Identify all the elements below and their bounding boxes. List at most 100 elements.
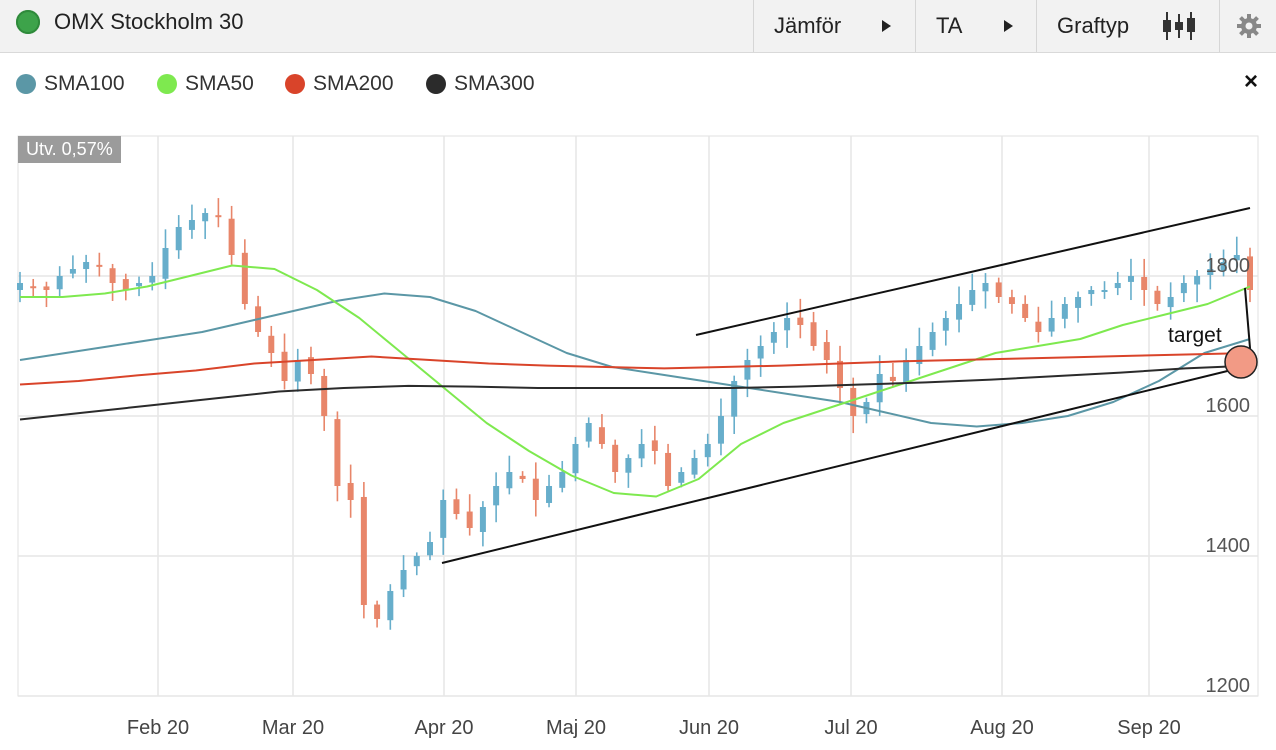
x-tick-label: Feb 20 — [127, 717, 189, 739]
compare-button[interactable]: Jämför — [753, 0, 915, 52]
candle-body — [1035, 321, 1042, 332]
candle-body — [347, 482, 354, 500]
candle-body — [757, 346, 764, 359]
candle-body — [942, 318, 949, 331]
candle-body — [969, 290, 976, 305]
candle-body — [625, 458, 632, 473]
candle-body — [837, 360, 843, 388]
x-tick-label: Maj 20 — [546, 717, 606, 739]
candlestick-icon — [1163, 12, 1195, 40]
candle-body — [1247, 256, 1253, 290]
candle-body — [598, 427, 605, 444]
legend-item-sma300[interactable]: SMA300 — [426, 72, 535, 96]
candlesticks — [17, 198, 1253, 630]
candle-body — [1154, 290, 1161, 304]
candle-body — [1114, 283, 1121, 289]
ta-button[interactable]: TA — [915, 0, 1036, 52]
candle-body — [188, 220, 195, 230]
candle-body — [17, 283, 23, 290]
candle-body — [982, 283, 989, 292]
chart-type-button[interactable]: Graftyp — [1036, 0, 1219, 52]
candle-body — [162, 248, 169, 279]
upper-trend-line — [695, 207, 1251, 336]
x-tick-label: Sep 20 — [1117, 717, 1180, 739]
toolbar: OMX Stockholm 30 Jämför TA Graftyp — [0, 0, 1276, 53]
candle-body — [1061, 304, 1068, 319]
x-axis-labels: Feb 20 Mar 20 Apr 20 Maj 20 Jun 20 Jul 20 Aug … — [127, 717, 1181, 739]
candle-body — [1167, 297, 1174, 308]
candle-body — [903, 360, 910, 384]
candle-body — [850, 387, 857, 416]
candle-body — [268, 335, 275, 353]
change-badge: Utv. 0,57% — [18, 136, 121, 163]
candle-body — [929, 332, 936, 350]
target-annotation: target — [1168, 324, 1222, 347]
moving-averages — [19, 264, 1251, 498]
candle-body — [665, 452, 672, 486]
candle-body — [56, 276, 63, 290]
candle-body — [810, 322, 817, 346]
chart-type-label: Graftyp — [1057, 13, 1130, 38]
ta-label: TA — [936, 13, 963, 38]
candle-body — [493, 486, 500, 506]
legend-item-sma100[interactable]: SMA100 — [16, 72, 125, 96]
candle-body — [136, 283, 143, 287]
y-tick-label: 1400 — [1206, 535, 1251, 557]
candle-body — [281, 351, 288, 381]
candle-body — [413, 556, 420, 567]
candle-body — [678, 472, 685, 483]
candle-body — [1180, 283, 1187, 294]
play-right-icon — [1004, 20, 1013, 32]
sma-line-sma200 — [19, 352, 1251, 386]
candle-body — [519, 475, 526, 479]
candle-body — [651, 440, 658, 451]
candle-body — [30, 286, 37, 289]
candle-body — [1101, 290, 1108, 292]
candle-body — [784, 318, 791, 331]
candle-body — [1075, 297, 1082, 308]
candle-body — [109, 268, 116, 283]
candle-body — [387, 591, 394, 621]
legend-item-sma50[interactable]: SMA50 — [157, 72, 254, 96]
instrument-title: OMX Stockholm 30 — [54, 9, 244, 34]
legend-label: SMA50 — [185, 72, 254, 95]
candle-body — [532, 478, 539, 500]
x-tick-label: Jun 20 — [679, 717, 739, 739]
x-tick-label: Mar 20 — [262, 717, 324, 739]
candle-body — [43, 286, 50, 290]
status-indicator — [16, 10, 40, 34]
candle-body — [956, 304, 963, 320]
candle-body — [704, 444, 711, 458]
trend-lines — [441, 207, 1258, 564]
candle-body — [889, 376, 896, 381]
close-icon[interactable]: × — [1243, 68, 1258, 95]
candle-body — [307, 357, 314, 374]
candle-body — [453, 499, 460, 514]
candle-body — [83, 262, 90, 270]
candle-body — [717, 416, 724, 444]
target-marker — [1224, 345, 1258, 379]
legend-label: SMA100 — [44, 72, 125, 95]
price-chart[interactable]: target 1200 1400 1600 1800 Feb 20 Mar 20 Apr … — [0, 120, 1276, 750]
settings-button[interactable] — [1219, 0, 1276, 52]
candle-body — [770, 332, 777, 343]
y-tick-label: 1200 — [1206, 675, 1251, 697]
chart-grid — [17, 135, 1259, 697]
legend-item-sma200[interactable]: SMA200 — [285, 72, 394, 96]
candle-body — [175, 227, 182, 251]
candle-body — [876, 374, 883, 403]
indicator-legend: SMA100 SMA50 SMA200 SMA300 — [0, 53, 1276, 115]
candle-body — [797, 317, 804, 325]
x-tick-label: Jul 20 — [824, 717, 877, 739]
legend-label: SMA200 — [313, 72, 394, 95]
sma-line-sma50 — [20, 264, 1251, 498]
legend-label: SMA300 — [454, 72, 535, 95]
candle-body — [69, 269, 76, 274]
sma-line-sma100 — [19, 292, 1251, 428]
compare-label: Jämför — [774, 13, 842, 38]
candle-body — [1008, 297, 1015, 304]
candle-body — [585, 423, 592, 442]
candle-body — [149, 276, 156, 283]
candle-body — [360, 496, 367, 605]
candle-body — [506, 472, 513, 489]
